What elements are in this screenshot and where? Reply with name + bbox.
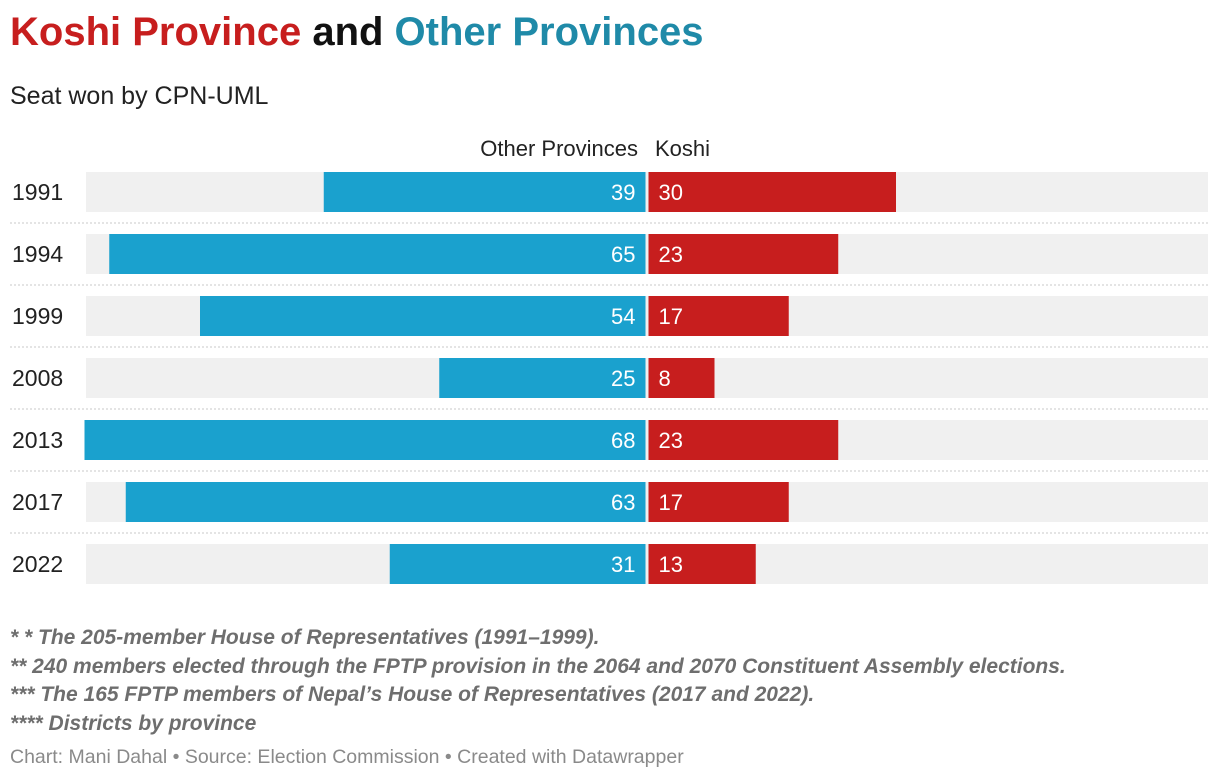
chart-title: Koshi Province and Other Provinces: [10, 10, 704, 55]
value-label-other-provinces: 63: [611, 490, 635, 515]
bar-koshi: [648, 172, 896, 212]
bar-other-provinces: [109, 234, 646, 274]
value-label-other-provinces: 39: [611, 180, 635, 205]
year-label: 2008: [12, 365, 63, 391]
bar-koshi: [648, 296, 789, 336]
bar-koshi: [648, 544, 756, 584]
year-label: 1991: [12, 179, 63, 205]
bar-other-provinces: [439, 358, 646, 398]
chart-credits: Chart: Mani Dahal • Source: Election Com…: [10, 746, 684, 768]
bar-other-provinces: [200, 296, 646, 336]
footnote-3: *** The 165 FPTP members of Nepal’s Hous…: [10, 683, 815, 706]
year-label: 2022: [12, 551, 63, 577]
value-label-other-provinces: 25: [611, 366, 635, 391]
value-label-koshi: 17: [659, 304, 683, 329]
legend-koshi: Koshi: [655, 136, 710, 161]
bar-other-provinces: [389, 544, 646, 584]
bar-other-provinces: [323, 172, 646, 212]
value-label-koshi: 17: [659, 490, 683, 515]
value-label-other-provinces: 68: [611, 428, 635, 453]
footnote-2: ** 240 members elected through the FPTP …: [10, 654, 1066, 678]
diverging-bar-chart: Other Provinces Koshi 1991 39 30 1994 65 23 1999…: [10, 136, 1208, 584]
footnote-4: **** Districts by province: [10, 711, 257, 735]
bar-koshi: [648, 234, 839, 274]
legend-other-provinces: Other Provinces: [480, 136, 638, 161]
value-label-koshi: 8: [659, 366, 671, 391]
year-label: 2017: [12, 489, 63, 515]
bar-track: [86, 358, 1208, 398]
value-label-koshi: 13: [659, 552, 683, 577]
bar-track: [86, 544, 1208, 584]
title-other: Other Provinces: [394, 10, 704, 54]
value-label-koshi: 23: [659, 242, 683, 267]
footnotes: * * The 205-member House of Representati…: [10, 624, 1066, 738]
title-koshi: Koshi Province: [10, 10, 302, 54]
chart-subtitle: Seat won by CPN-UML: [10, 82, 269, 110]
bar-other-provinces: [84, 420, 646, 460]
year-label: 1999: [12, 303, 63, 329]
bar-koshi: [648, 482, 789, 522]
value-label-other-provinces: 54: [611, 304, 635, 329]
value-label-koshi: 30: [659, 180, 683, 205]
value-label-other-provinces: 65: [611, 242, 635, 267]
bar-track: [86, 172, 1208, 212]
year-label: 2013: [12, 427, 63, 453]
footnote-1: * * The 205-member House of Representati…: [10, 626, 600, 649]
value-label-other-provinces: 31: [611, 552, 635, 577]
bar-koshi: [648, 420, 839, 460]
year-label: 1994: [12, 241, 63, 267]
title-and: and: [301, 10, 395, 54]
bar-other-provinces: [125, 482, 646, 522]
bar-koshi: [648, 358, 715, 398]
value-label-koshi: 23: [659, 428, 683, 453]
